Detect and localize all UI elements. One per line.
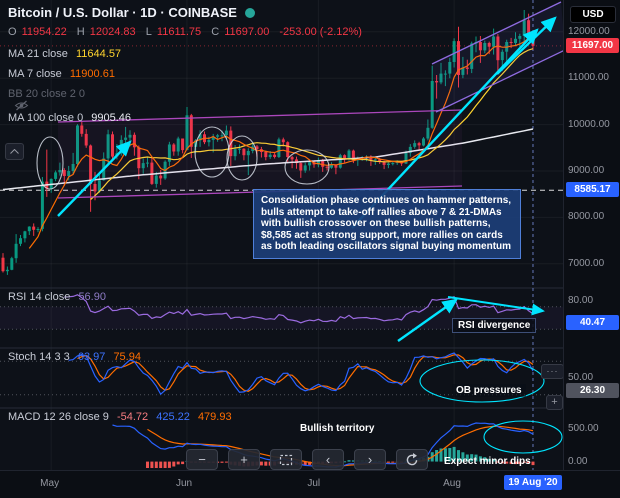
macd-hist-value: -54.72	[116, 411, 149, 423]
stoch-d-value: 75.94	[113, 351, 141, 363]
annotation-note-box[interactable]: Consolidation phase continues on hammer …	[253, 189, 521, 259]
price-axis-label: 10000.00	[568, 118, 610, 130]
bb-legend[interactable]: BB 20 close 2 0	[8, 88, 85, 111]
ma100-label: MA 100 close 0	[8, 112, 84, 124]
chevron-up-icon	[10, 149, 19, 154]
fit-content-icon	[279, 454, 293, 465]
stoch-label: Stoch 14 3 3	[8, 351, 70, 363]
ohlc-row: O 11954.22 H 12024.83 L 11611.75 C 11697…	[8, 26, 369, 38]
rsi-axis-label: 80.00	[568, 295, 594, 307]
ma100-legend[interactable]: MA 100 close 0 9905.46	[8, 112, 131, 124]
time-axis-label: Aug	[443, 478, 461, 489]
high-label: H	[76, 26, 85, 38]
last-price-badge: 11697.00	[566, 37, 619, 53]
stoch-value-badge: 26.30	[566, 383, 619, 399]
price-axis-label: 9000.00	[568, 164, 605, 176]
price-axis[interactable]: 12000.00 11000.00 10000.00 9000.00 8000.00 70…	[563, 0, 620, 470]
close-value: 11697.00	[224, 26, 270, 38]
close-label: C	[211, 26, 220, 38]
macd-label: MACD 12 26 close 9	[8, 411, 109, 423]
low-value: 11611.75	[156, 26, 202, 38]
ma7-value: 11900.61	[69, 68, 115, 80]
bb-label: BB 20 close 2 0	[8, 88, 86, 100]
low-label: L	[145, 26, 152, 38]
zoom-out-button[interactable]: −	[186, 449, 218, 470]
time-axis-label: May	[40, 478, 60, 489]
chart-navigation-toolbar: − + ‹ ›	[186, 449, 428, 470]
open-value: 11954.22	[21, 26, 67, 38]
time-axis-label: Jun	[175, 478, 193, 489]
ob-pressures-label[interactable]: OB pressures	[452, 384, 526, 397]
scroll-left-button[interactable]: ‹	[312, 449, 344, 470]
time-axis[interactable]: May Jun Jul Aug 19 Aug '20	[0, 470, 620, 498]
legend-collapse-button[interactable]	[5, 143, 24, 160]
ma100-value: 9905.46	[91, 112, 132, 124]
price-axis-label: 8000.00	[568, 211, 605, 223]
ma7-label: MA 7 close	[8, 68, 62, 80]
symbol-title[interactable]: Bitcoin / U.S. Dollar · 1D · COINBASE	[8, 5, 237, 20]
change-value: -253.00 (-2.12%)	[279, 26, 362, 38]
rsi-value-badge: 40.47	[566, 315, 619, 331]
stoch-legend[interactable]: Stoch 14 3 3 63.97 75.94	[8, 351, 141, 363]
open-label: O	[8, 26, 17, 38]
market-status-icon[interactable]	[244, 8, 255, 18]
stoch-axis-label: 50.00	[568, 372, 594, 383]
pane-more-options-button[interactable]: ···	[541, 364, 564, 379]
ma21-label: MA 21 close	[8, 48, 68, 60]
time-axis-label: Jul	[307, 478, 321, 489]
rsi-legend[interactable]: RSI 14 close 56.90	[8, 291, 106, 303]
macd-signal-value: 479.93	[197, 411, 232, 423]
rsi-value: 56.90	[78, 291, 106, 303]
rsi-divergence-label[interactable]: RSI divergence	[452, 318, 537, 333]
support-price-badge: 8585.17	[566, 182, 619, 198]
pane-add-button[interactable]: +	[546, 395, 563, 410]
scroll-right-button[interactable]: ›	[354, 449, 386, 470]
price-axis-label: 7000.00	[568, 257, 605, 269]
chart-canvas[interactable]	[0, 0, 563, 470]
zoom-in-button[interactable]: +	[228, 449, 260, 470]
macd-axis-label: 0.00	[568, 455, 588, 467]
symbol-title-row[interactable]: Bitcoin / U.S. Dollar · 1D · COINBASE	[8, 5, 255, 20]
expect-minor-dips-label[interactable]: Expect minor dips	[444, 456, 531, 467]
fit-content-button[interactable]	[270, 449, 302, 470]
stoch-k-value: 63.97	[77, 351, 106, 363]
macd-line-value: 425.22	[156, 411, 190, 423]
ma7-legend[interactable]: MA 7 close 11900.61	[8, 68, 115, 80]
price-axis-label: 11000.00	[568, 72, 609, 84]
high-value: 12024.83	[89, 26, 136, 38]
macd-legend[interactable]: MACD 12 26 close 9 -54.72 425.22 479.93	[8, 411, 232, 423]
reset-view-icon	[406, 452, 418, 465]
ma21-value: 11644.57	[75, 48, 122, 60]
reset-view-button[interactable]	[396, 449, 428, 470]
eye-hidden-icon[interactable]	[14, 100, 29, 111]
price-axis-label: 12000.00	[568, 25, 610, 37]
bullish-territory-label[interactable]: Bullish territory	[300, 423, 375, 434]
macd-axis-label: 500.00	[568, 423, 599, 435]
currency-badge[interactable]: USD	[570, 6, 616, 23]
ma21-legend[interactable]: MA 21 close 11644.57	[8, 48, 121, 60]
date-badge: 19 Aug '20	[503, 475, 562, 490]
rsi-label: RSI 14 close	[8, 291, 71, 303]
